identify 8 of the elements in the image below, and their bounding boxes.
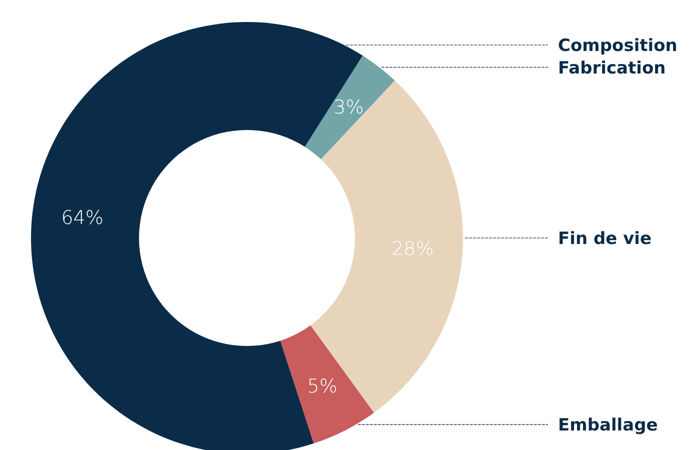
data-label: 64% (61, 206, 104, 229)
data-label: 5% (307, 376, 338, 398)
slice-label: Composition (558, 36, 678, 56)
slice-label: Fabrication (558, 58, 666, 78)
data-label: 3% (334, 96, 364, 118)
slice-label: Fin de vie (558, 228, 652, 249)
slice-label: Emballage (558, 416, 658, 436)
data-label: 28% (392, 238, 434, 260)
